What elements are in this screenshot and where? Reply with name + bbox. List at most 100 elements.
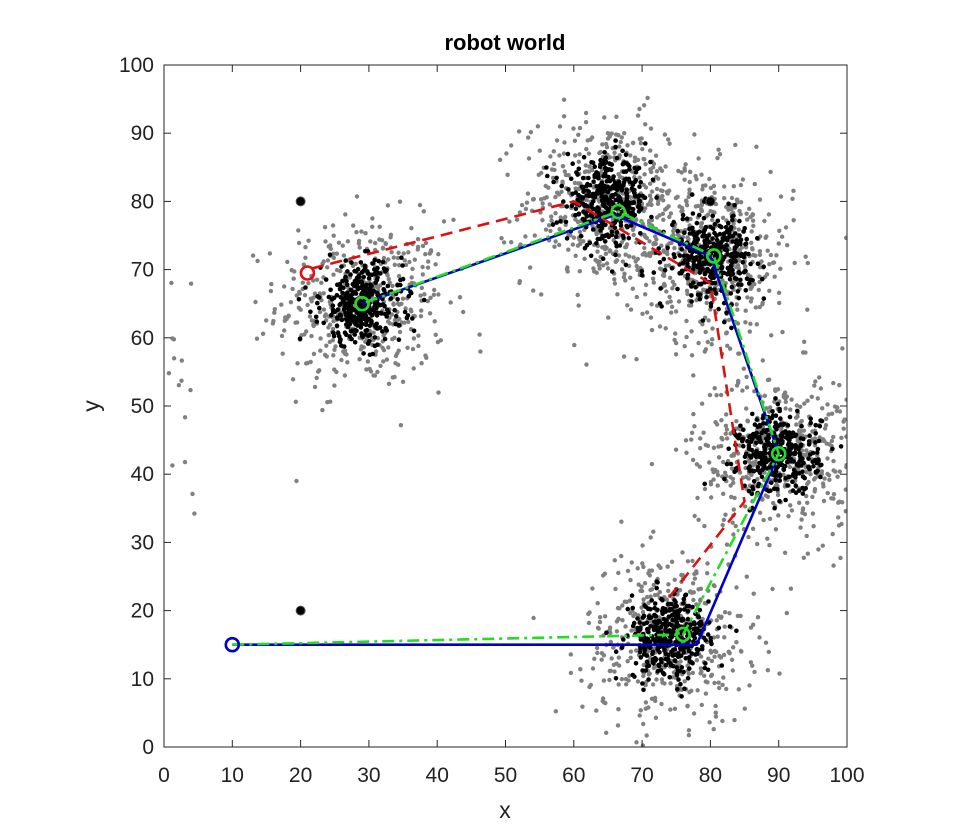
sparse-particle bbox=[831, 434, 836, 440]
sparse-particle bbox=[328, 243, 333, 248]
dense-particle bbox=[352, 340, 358, 345]
sparse-particle bbox=[279, 333, 285, 339]
sparse-particle bbox=[627, 673, 632, 678]
sparse-particle bbox=[516, 129, 522, 134]
sparse-particle bbox=[644, 310, 650, 315]
sparse-particle bbox=[397, 329, 403, 335]
sparse-particle bbox=[786, 514, 791, 519]
sparse-particle bbox=[302, 293, 308, 298]
sparse-particle bbox=[642, 172, 647, 177]
dense-particle bbox=[691, 639, 696, 644]
sparse-particle bbox=[653, 241, 658, 246]
sparse-particle bbox=[320, 407, 325, 413]
sparse-particle bbox=[640, 543, 645, 548]
sparse-particle bbox=[696, 340, 701, 346]
dense-particle bbox=[792, 451, 798, 457]
sparse-particle bbox=[765, 536, 770, 541]
dense-particle bbox=[838, 444, 844, 449]
dense-particle bbox=[339, 264, 344, 269]
sparse-particle bbox=[764, 272, 770, 277]
x-tick-label: 80 bbox=[699, 764, 722, 787]
sparse-particle bbox=[691, 711, 697, 716]
sparse-particle bbox=[391, 302, 396, 307]
sparse-particle bbox=[643, 162, 648, 167]
dense-particle bbox=[570, 161, 575, 166]
dense-particle bbox=[566, 187, 571, 192]
sparse-particle bbox=[712, 583, 717, 589]
sparse-particle bbox=[661, 248, 666, 253]
dense-particle bbox=[800, 491, 806, 496]
dense-particle bbox=[591, 199, 596, 204]
sparse-particle bbox=[747, 329, 752, 334]
sparse-particle bbox=[395, 255, 401, 261]
sparse-particle bbox=[820, 406, 825, 411]
dense-particle bbox=[660, 597, 665, 603]
sparse-particle bbox=[682, 166, 687, 171]
dense-particle bbox=[775, 486, 780, 492]
sparse-particle bbox=[608, 248, 613, 253]
dense-particle bbox=[349, 308, 355, 313]
sparse-particle bbox=[744, 211, 749, 216]
dense-particle bbox=[716, 306, 721, 312]
dense-particle bbox=[681, 669, 686, 675]
x-tick-label: 90 bbox=[767, 764, 790, 787]
dense-particle bbox=[741, 443, 746, 449]
sparse-particle bbox=[729, 453, 734, 458]
sparse-particle bbox=[824, 416, 829, 421]
sparse-particle bbox=[594, 708, 599, 713]
dense-particle bbox=[665, 245, 670, 251]
sparse-particle bbox=[687, 690, 692, 695]
sparse-particle bbox=[722, 184, 727, 189]
sparse-particle bbox=[568, 670, 574, 676]
dense-particle bbox=[638, 231, 643, 236]
sparse-particle bbox=[426, 259, 431, 264]
sparse-particle bbox=[332, 367, 337, 372]
sparse-particle bbox=[673, 447, 679, 452]
sparse-particle bbox=[797, 500, 802, 505]
dense-particle bbox=[338, 301, 343, 307]
sparse-particle bbox=[670, 279, 675, 284]
dense-particle bbox=[748, 439, 754, 445]
sparse-particle bbox=[499, 236, 504, 241]
dense-particle bbox=[345, 311, 350, 316]
sparse-particle bbox=[623, 244, 629, 250]
sparse-particle bbox=[341, 253, 347, 258]
dense-particle bbox=[579, 184, 585, 190]
sparse-particle bbox=[628, 655, 633, 660]
dense-particle bbox=[774, 427, 779, 432]
sparse-particle bbox=[657, 324, 663, 329]
sparse-particle bbox=[757, 304, 762, 310]
dense-particle bbox=[366, 275, 372, 281]
sparse-particle bbox=[696, 517, 701, 522]
sparse-particle bbox=[711, 445, 717, 450]
sparse-particle bbox=[428, 295, 433, 300]
sparse-particle bbox=[686, 237, 691, 242]
sparse-particle bbox=[742, 706, 747, 711]
dense-particle bbox=[726, 201, 731, 207]
dense-particle bbox=[406, 293, 412, 299]
dense-particle bbox=[381, 280, 386, 286]
dense-particle bbox=[316, 295, 322, 300]
sparse-particle bbox=[649, 189, 655, 194]
dense-particle bbox=[731, 255, 737, 261]
dense-particle bbox=[558, 219, 563, 224]
dense-particle bbox=[421, 297, 427, 303]
dense-particle bbox=[623, 262, 629, 268]
sparse-particle bbox=[297, 291, 302, 296]
sparse-particle bbox=[634, 240, 639, 245]
sparse-particle bbox=[557, 153, 562, 158]
dense-particle bbox=[652, 601, 658, 606]
sparse-particle bbox=[531, 615, 536, 621]
dense-particle bbox=[617, 196, 623, 201]
sparse-particle bbox=[714, 618, 719, 623]
sparse-particle bbox=[384, 357, 390, 362]
dense-particle bbox=[330, 330, 336, 336]
sparse-particle bbox=[779, 234, 785, 239]
dense-particle bbox=[349, 336, 354, 342]
sparse-particle bbox=[654, 186, 660, 192]
sparse-particle bbox=[409, 275, 414, 280]
y-tick-label: 100 bbox=[119, 54, 154, 77]
sparse-particle bbox=[619, 267, 625, 272]
